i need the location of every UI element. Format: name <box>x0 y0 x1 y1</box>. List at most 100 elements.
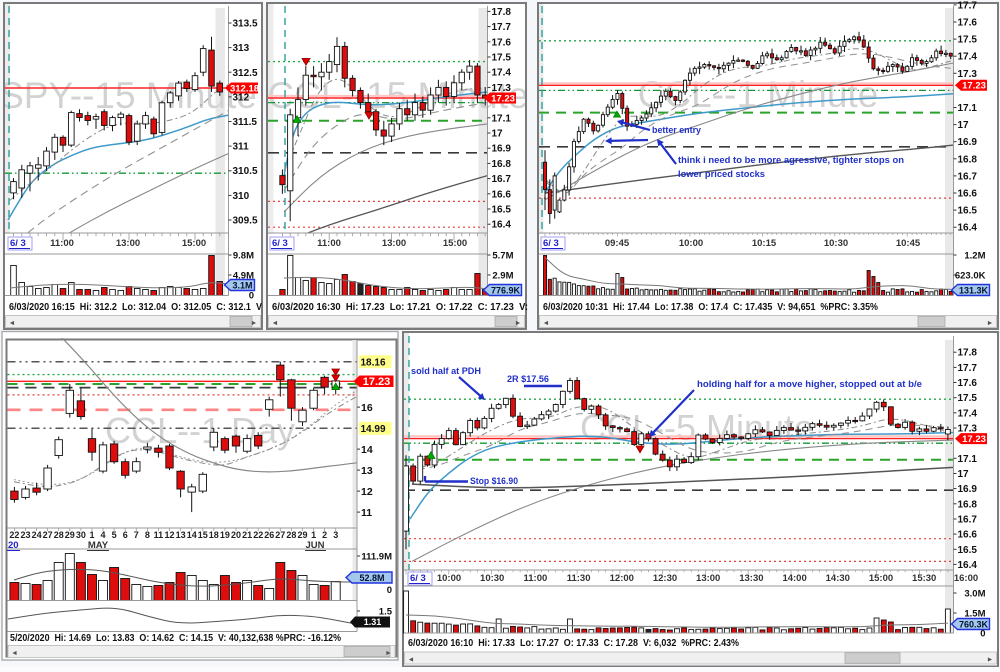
svg-text:17.23: 17.23 <box>962 81 986 92</box>
svg-text:131.3K: 131.3K <box>959 286 989 296</box>
svg-text:20: 20 <box>231 530 241 540</box>
svg-text:12:30: 12:30 <box>653 573 677 584</box>
svg-text:►: ► <box>251 320 258 327</box>
svg-text:15: 15 <box>198 530 208 540</box>
svg-text:22: 22 <box>253 530 263 540</box>
svg-text:17.7: 17.7 <box>958 0 978 11</box>
svg-text:17.7: 17.7 <box>958 363 978 374</box>
svg-text:13:30: 13:30 <box>739 573 763 584</box>
svg-text:2.9M: 2.9M <box>492 271 513 282</box>
svg-text:310: 310 <box>233 191 250 202</box>
svg-text:0: 0 <box>387 585 392 596</box>
svg-text:16.9: 16.9 <box>958 137 978 148</box>
svg-text:760.3K: 760.3K <box>959 620 989 630</box>
svg-text:5.7M: 5.7M <box>492 251 513 262</box>
svg-text:17.23: 17.23 <box>363 376 391 388</box>
svg-text:Stop $16.90: Stop $16.90 <box>470 476 518 486</box>
svg-text:10:30: 10:30 <box>824 238 848 249</box>
svg-text:6/03/2020 16:30 Hi: 17.23 Lo: 6/03/2020 16:30 Hi: 17.23 Lo: 17.21 O: 1… <box>272 302 528 313</box>
svg-text:6/ 3: 6/ 3 <box>543 238 559 249</box>
svg-text:16.8: 16.8 <box>958 499 978 510</box>
svg-text:13: 13 <box>361 465 373 477</box>
svg-text:16.5: 16.5 <box>958 206 978 217</box>
svg-text:SPY--15 Minute: SPY--15 Minute <box>0 75 257 116</box>
svg-text:24: 24 <box>32 530 42 540</box>
svg-text:17.6: 17.6 <box>492 37 512 48</box>
svg-text:17.23: 17.23 <box>491 94 515 105</box>
svg-text:4.9M: 4.9M <box>233 271 254 282</box>
svg-text:◄: ◄ <box>408 657 415 664</box>
svg-text:6/03/2020 16:15 Hi: 312.2 Lo: 6/03/2020 16:15 Hi: 312.2 Lo: 312.04 O: … <box>9 302 262 313</box>
svg-text:16.9: 16.9 <box>958 484 978 495</box>
svg-text:09:45: 09:45 <box>605 238 630 249</box>
svg-text:7: 7 <box>134 530 139 540</box>
svg-text:17.8: 17.8 <box>492 7 512 18</box>
svg-text:17.6: 17.6 <box>958 378 978 389</box>
svg-text:17: 17 <box>492 129 504 140</box>
svg-text:311: 311 <box>233 142 250 153</box>
svg-text:20: 20 <box>8 540 19 551</box>
svg-text:16.8: 16.8 <box>958 154 978 165</box>
svg-text:11:00: 11:00 <box>524 573 548 584</box>
svg-text:16.5: 16.5 <box>958 545 978 556</box>
svg-text:623.0K: 623.0K <box>955 271 986 282</box>
svg-text:1: 1 <box>89 530 94 540</box>
svg-text:JUN: JUN <box>305 540 324 551</box>
svg-text:16.7: 16.7 <box>958 515 978 526</box>
svg-text:17.1: 17.1 <box>958 454 978 465</box>
svg-text:1.2M: 1.2M <box>964 251 985 262</box>
svg-text:16.4: 16.4 <box>958 223 978 234</box>
svg-text:22: 22 <box>9 530 19 540</box>
svg-text:13: 13 <box>176 530 186 540</box>
svg-text:MAY: MAY <box>88 540 109 551</box>
svg-text:17.1: 17.1 <box>492 113 512 124</box>
svg-text:6: 6 <box>123 530 128 540</box>
svg-text:52.8M: 52.8M <box>359 573 384 583</box>
svg-text:30: 30 <box>76 530 86 540</box>
svg-text:16: 16 <box>361 402 373 414</box>
svg-text:10:45: 10:45 <box>896 238 921 249</box>
svg-text:23: 23 <box>20 530 30 540</box>
svg-text:312.5: 312.5 <box>233 68 258 79</box>
svg-text:10:15: 10:15 <box>752 238 777 249</box>
svg-text:0: 0 <box>249 291 254 302</box>
svg-text:776.9K: 776.9K <box>491 286 521 296</box>
svg-text:17.23: 17.23 <box>962 434 986 445</box>
svg-text:17: 17 <box>958 469 970 480</box>
svg-text:17: 17 <box>958 120 970 131</box>
svg-text:0: 0 <box>980 629 985 640</box>
svg-text:16.4: 16.4 <box>958 560 978 571</box>
svg-text:2: 2 <box>322 530 327 540</box>
svg-text:►: ► <box>987 320 994 327</box>
svg-text:16:00: 16:00 <box>954 573 978 584</box>
svg-text:17.4: 17.4 <box>958 408 978 419</box>
svg-text:◄: ◄ <box>272 320 279 327</box>
svg-text:17.8: 17.8 <box>958 348 978 359</box>
svg-text:27: 27 <box>43 530 53 540</box>
svg-text:28: 28 <box>54 530 64 540</box>
svg-text:14:30: 14:30 <box>826 573 850 584</box>
svg-text:2R $17.56: 2R $17.56 <box>507 374 549 384</box>
svg-text:29: 29 <box>297 530 307 540</box>
svg-text:16.8: 16.8 <box>492 159 512 170</box>
svg-text:29: 29 <box>65 530 75 540</box>
svg-text:17.6: 17.6 <box>958 18 978 29</box>
svg-text:lower priced stocks: lower priced stocks <box>678 169 765 179</box>
svg-text:6/03/2020 10:31 Hi: 17.44 Lo: 6/03/2020 10:31 Hi: 17.44 Lo: 17.38 O: 1… <box>543 302 878 313</box>
svg-text:312: 312 <box>233 92 250 103</box>
svg-text:310.5: 310.5 <box>233 166 258 177</box>
svg-text:15:00: 15:00 <box>182 238 206 249</box>
svg-text:15:00: 15:00 <box>869 573 893 584</box>
svg-text:21: 21 <box>242 530 252 540</box>
svg-text:111.9M: 111.9M <box>361 552 392 563</box>
svg-text:13:00: 13:00 <box>382 238 406 249</box>
svg-text:16.7: 16.7 <box>492 174 512 185</box>
svg-text:10:00: 10:00 <box>437 573 461 584</box>
svg-text:12: 12 <box>361 486 373 498</box>
svg-text:14: 14 <box>187 530 197 540</box>
svg-text:holding half for a move higher: holding half for a move higher, stopped … <box>697 379 922 389</box>
svg-text:1.5M: 1.5M <box>964 609 985 620</box>
svg-text:15:30: 15:30 <box>912 573 936 584</box>
svg-text:17.5: 17.5 <box>958 393 978 404</box>
svg-text:3.0M: 3.0M <box>964 589 985 600</box>
